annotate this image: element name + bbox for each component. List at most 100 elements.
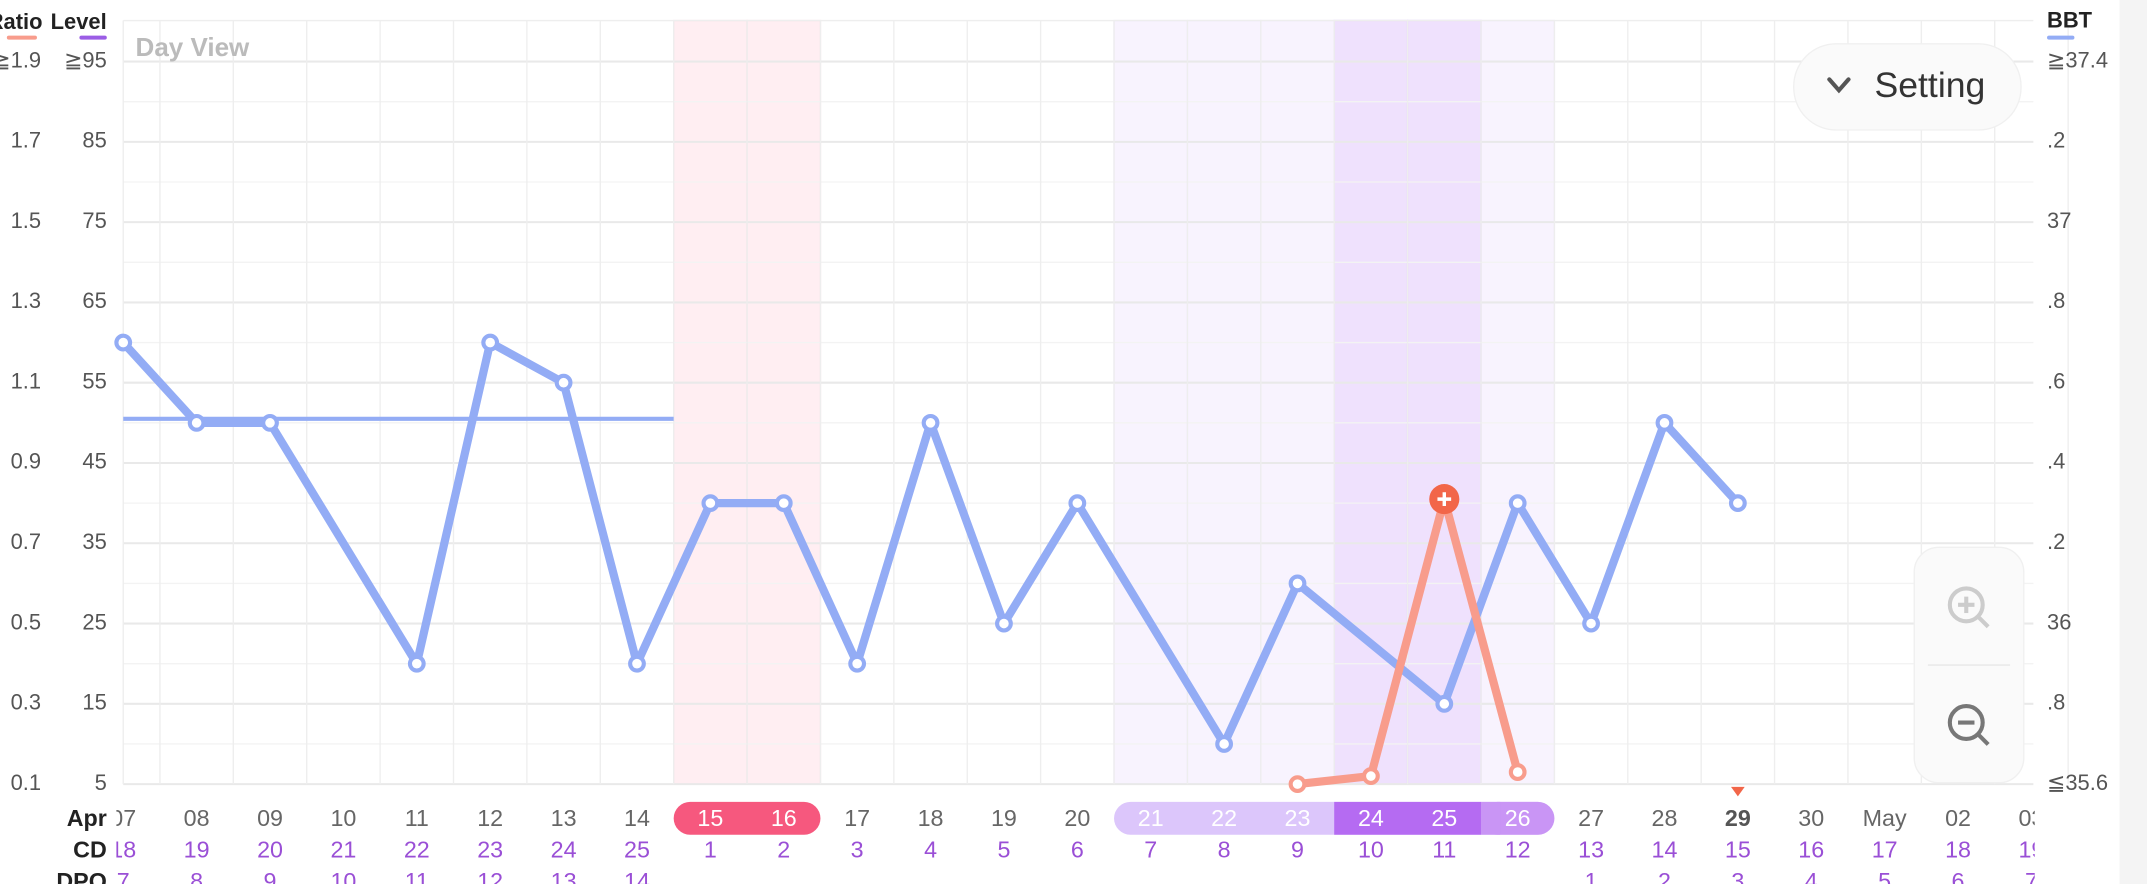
setting-button[interactable]: Setting bbox=[1793, 43, 2022, 131]
setting-label[interactable]: Setting bbox=[1875, 65, 1986, 105]
cd-label: 10 bbox=[1358, 836, 1384, 862]
cd-row-label: CD bbox=[73, 836, 107, 862]
level-tick-label: 85 bbox=[82, 128, 106, 153]
data-point bbox=[1728, 494, 1747, 513]
data-point bbox=[848, 654, 867, 673]
date-pill bbox=[1480, 801, 1501, 835]
day-band bbox=[746, 19, 822, 785]
data-point bbox=[1582, 614, 1600, 633]
data-point bbox=[921, 413, 940, 432]
zoom-in-button[interactable] bbox=[1947, 586, 1990, 629]
data-point bbox=[1508, 763, 1527, 781]
date-label: 14 bbox=[624, 805, 650, 831]
row-label-panel bbox=[0, 800, 117, 884]
setting-button-bg[interactable] bbox=[1793, 43, 2022, 131]
date-label: 20 bbox=[1064, 805, 1090, 831]
level-tick-label: 35 bbox=[82, 529, 106, 554]
date-label: 16 bbox=[771, 805, 797, 831]
data-point bbox=[187, 413, 206, 432]
date-label: 29 bbox=[1725, 805, 1751, 831]
cd-label: 1 bbox=[704, 836, 717, 862]
bbt-tick-label: .4 bbox=[2047, 449, 2065, 474]
cd-label: 24 bbox=[551, 836, 577, 862]
bbt-tick-label: 37 bbox=[2047, 208, 2071, 233]
zoom-out-button[interactable] bbox=[1947, 704, 1990, 746]
date-label: 11 bbox=[405, 805, 429, 831]
cd-label: 18 bbox=[1945, 836, 1971, 862]
chevron-icon[interactable] bbox=[1827, 77, 1851, 94]
cd-label: 7 bbox=[1144, 836, 1157, 862]
scrollbar bbox=[2119, 0, 2147, 884]
cd-label: 15 bbox=[1725, 836, 1751, 862]
level-tick-label: ≧95 bbox=[64, 47, 107, 72]
date-label: 23 bbox=[1285, 805, 1311, 831]
date-label: 15 bbox=[697, 805, 723, 831]
data-point bbox=[1655, 413, 1674, 432]
data-point bbox=[261, 413, 279, 432]
level-tick-label: 15 bbox=[82, 690, 106, 715]
date-pill bbox=[1334, 801, 1481, 835]
month-label: Apr bbox=[67, 805, 107, 831]
ratio-tick-label: 1.3 bbox=[11, 288, 41, 313]
cd-label: 17 bbox=[1872, 836, 1898, 862]
cd-label: 5 bbox=[997, 836, 1010, 862]
date-label: 30 bbox=[1798, 805, 1824, 831]
data-point bbox=[554, 373, 573, 392]
dpo-label: 11 bbox=[405, 868, 429, 884]
background-layer bbox=[122, 19, 2069, 786]
ratio-tick-label: ≧1.9 bbox=[0, 47, 41, 72]
today-marker bbox=[1731, 786, 1745, 797]
date-label: 22 bbox=[1211, 805, 1237, 831]
level-tick-label: 75 bbox=[82, 208, 106, 233]
cd-label: 25 bbox=[624, 836, 650, 862]
bbt-tick-label: .6 bbox=[2047, 368, 2065, 393]
day-band bbox=[1406, 19, 1482, 785]
cd-label: 12 bbox=[1505, 836, 1531, 862]
level-tick-label: 5 bbox=[95, 770, 107, 795]
cd-label: 8 bbox=[1218, 836, 1231, 862]
date-label: 02 bbox=[1945, 805, 1971, 831]
cd-label: 23 bbox=[477, 836, 503, 862]
dpo-label: 13 bbox=[551, 868, 577, 884]
view-label: Day View bbox=[136, 32, 251, 62]
date-label: 21 bbox=[1138, 805, 1164, 831]
date-label: 28 bbox=[1652, 805, 1678, 831]
data-point bbox=[1508, 494, 1527, 513]
dpo-label: 7 bbox=[2025, 868, 2038, 884]
date-label: 24 bbox=[1358, 805, 1384, 831]
date-label: 27 bbox=[1578, 805, 1604, 831]
cd-label: 20 bbox=[257, 836, 283, 862]
data-point bbox=[1288, 775, 1307, 794]
ratio-tick-label: 0.7 bbox=[11, 529, 41, 554]
date-label: 18 bbox=[918, 805, 944, 831]
cd-label: 3 bbox=[851, 836, 864, 862]
series-line bbox=[119, 338, 1742, 749]
date-label: 17 bbox=[844, 805, 870, 831]
date-label: 09 bbox=[257, 805, 283, 831]
zoom-panel bbox=[1913, 546, 2025, 784]
date-label: 19 bbox=[991, 805, 1017, 831]
date-label: 26 bbox=[1505, 805, 1531, 831]
dpo-label: 1 bbox=[1585, 868, 1598, 884]
bbt-tick-label: ≦35.6 bbox=[2047, 770, 2108, 795]
bbt-legend-swatch bbox=[2047, 35, 2075, 40]
cd-label: 13 bbox=[1578, 836, 1604, 862]
ratio-tick-label: 0.1 bbox=[11, 770, 41, 795]
ratio-tick-label: 0.9 bbox=[11, 449, 41, 474]
date-label: 12 bbox=[477, 805, 503, 831]
date-label: May bbox=[1863, 805, 1907, 831]
dpo-label: 8 bbox=[190, 868, 203, 884]
ratio-header: Ratio bbox=[0, 9, 42, 34]
cd-label: 6 bbox=[1071, 836, 1084, 862]
data-point bbox=[1068, 494, 1087, 513]
cd-label: 19 bbox=[184, 836, 210, 862]
level-tick-label: 55 bbox=[82, 368, 106, 393]
dpo-label: 5 bbox=[1878, 868, 1891, 884]
cd-label: 16 bbox=[1798, 836, 1824, 862]
peak-icon bbox=[1437, 492, 1452, 506]
data-point bbox=[407, 654, 426, 673]
data-point bbox=[1435, 694, 1454, 713]
right-cover bbox=[2034, 800, 2120, 884]
